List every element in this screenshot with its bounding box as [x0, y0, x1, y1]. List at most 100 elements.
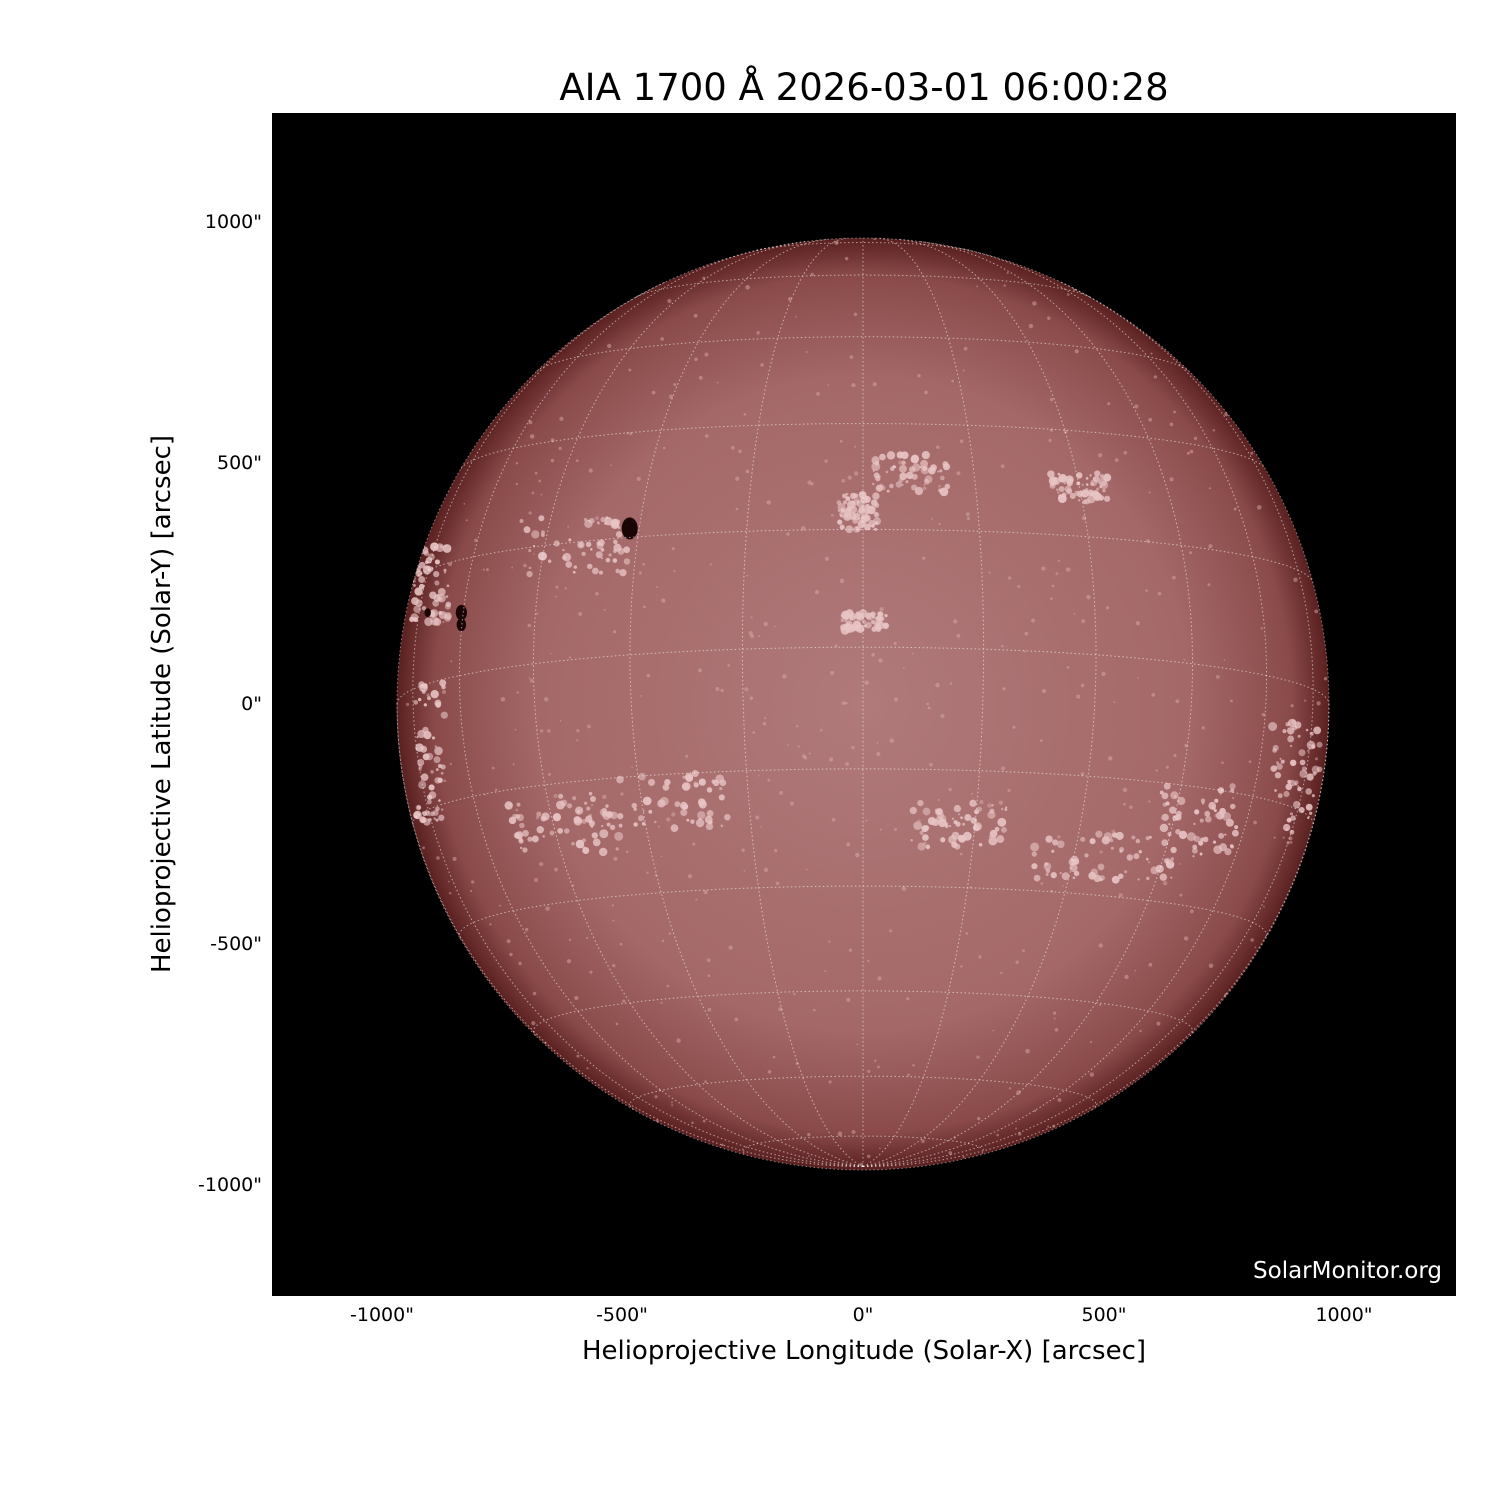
network-bright-point	[949, 682, 953, 685]
plage-patch	[1312, 771, 1317, 776]
network-bright-point	[871, 652, 875, 657]
network-bright-point	[756, 331, 760, 335]
network-bright-point	[1049, 597, 1053, 601]
plage-patch	[564, 828, 570, 834]
network-bright-point	[834, 644, 838, 648]
plage-patch	[991, 803, 994, 807]
plage-patch	[1103, 495, 1111, 502]
plage-patch	[568, 538, 572, 542]
network-bright-point	[987, 803, 992, 808]
plage-patch	[601, 825, 604, 828]
grid-line	[412, 768, 1314, 825]
x-tick-label: 0"	[852, 1304, 874, 1326]
network-bright-point	[956, 633, 961, 638]
plage-patch	[964, 813, 972, 822]
network-bright-point	[889, 929, 893, 933]
plage-patch	[572, 796, 577, 801]
network-bright-point	[1155, 769, 1158, 772]
network-bright-point	[1023, 650, 1026, 653]
plage-patch	[1289, 759, 1297, 767]
network-bright-point	[465, 519, 468, 522]
plage-patch	[1289, 829, 1295, 835]
network-bright-point	[554, 867, 558, 872]
network-bright-point	[1099, 1003, 1102, 1007]
network-bright-point	[1156, 1021, 1161, 1026]
plage-patch	[697, 798, 706, 806]
network-bright-point	[610, 464, 612, 467]
network-bright-point	[735, 507, 739, 511]
network-bright-point	[698, 668, 702, 673]
plage-patch	[516, 802, 521, 807]
plage-patch	[1076, 472, 1083, 479]
plage-patch	[871, 462, 881, 472]
network-bright-point	[1000, 464, 1005, 469]
plage-patch	[430, 770, 434, 774]
plage-patch	[1058, 486, 1065, 493]
network-bright-point	[691, 1121, 694, 1125]
network-bright-point	[673, 383, 677, 387]
network-bright-point	[631, 766, 633, 769]
plage-patch	[1133, 853, 1140, 860]
plage-patch	[588, 820, 596, 827]
plage-patch	[1315, 832, 1318, 835]
network-bright-point	[558, 446, 562, 450]
plage-patch	[1169, 806, 1177, 814]
network-bright-point	[764, 717, 767, 720]
plage-patch	[1191, 847, 1198, 854]
network-bright-point	[912, 1064, 915, 1067]
network-bright-point	[998, 800, 1004, 805]
plage-patch	[619, 569, 627, 577]
network-bright-point	[1304, 699, 1307, 702]
network-bright-point	[656, 586, 658, 589]
network-bright-point	[527, 623, 532, 628]
plage-patch	[873, 511, 879, 517]
network-bright-point	[1233, 507, 1237, 511]
plage-patch	[1001, 807, 1004, 811]
network-bright-point	[1253, 820, 1257, 825]
network-bright-point	[851, 746, 855, 750]
network-bright-point	[874, 1059, 877, 1062]
network-bright-point	[1008, 576, 1012, 580]
x-axis-label: Helioprojective Longitude (Solar-X) [arc…	[581, 1336, 1147, 1366]
network-bright-point	[849, 355, 854, 359]
network-bright-point	[485, 568, 489, 572]
network-bright-point	[1163, 881, 1168, 886]
plage-patch	[870, 620, 876, 625]
plage-patch	[1192, 855, 1195, 858]
plage-patch	[1186, 832, 1196, 842]
plage-patch	[536, 826, 544, 834]
plage-patch	[615, 568, 620, 574]
network-bright-point	[576, 1054, 580, 1058]
network-bright-point	[590, 803, 594, 807]
network-bright-point	[575, 459, 579, 463]
network-bright-point	[901, 886, 907, 891]
plage-patch	[911, 484, 918, 491]
network-bright-point	[876, 751, 881, 757]
plage-patch	[1204, 810, 1211, 817]
network-bright-point	[1290, 704, 1294, 708]
network-bright-point	[512, 763, 515, 766]
network-bright-point	[814, 590, 820, 595]
network-bright-point	[1118, 893, 1123, 898]
network-bright-point	[620, 792, 624, 796]
plage-patch	[575, 839, 585, 849]
grid-line	[629, 1075, 1097, 1110]
network-bright-point	[1002, 687, 1006, 691]
network-bright-point	[1074, 349, 1079, 354]
plage-patch	[605, 804, 609, 808]
network-bright-point	[499, 904, 502, 907]
network-bright-point	[841, 701, 846, 705]
plage-patch	[1306, 740, 1316, 750]
plage-patch	[598, 570, 603, 575]
plage-patch	[596, 521, 600, 524]
plage-patch	[875, 475, 881, 482]
network-bright-point	[1032, 301, 1037, 306]
network-bright-point	[619, 942, 623, 946]
network-bright-point	[966, 517, 971, 521]
plage-patch	[1051, 477, 1056, 482]
y-tick-label: -500"	[210, 933, 262, 955]
network-bright-point	[1148, 800, 1151, 803]
plage-patch	[427, 799, 432, 805]
network-bright-point	[518, 961, 522, 966]
network-bright-point	[1107, 402, 1111, 406]
